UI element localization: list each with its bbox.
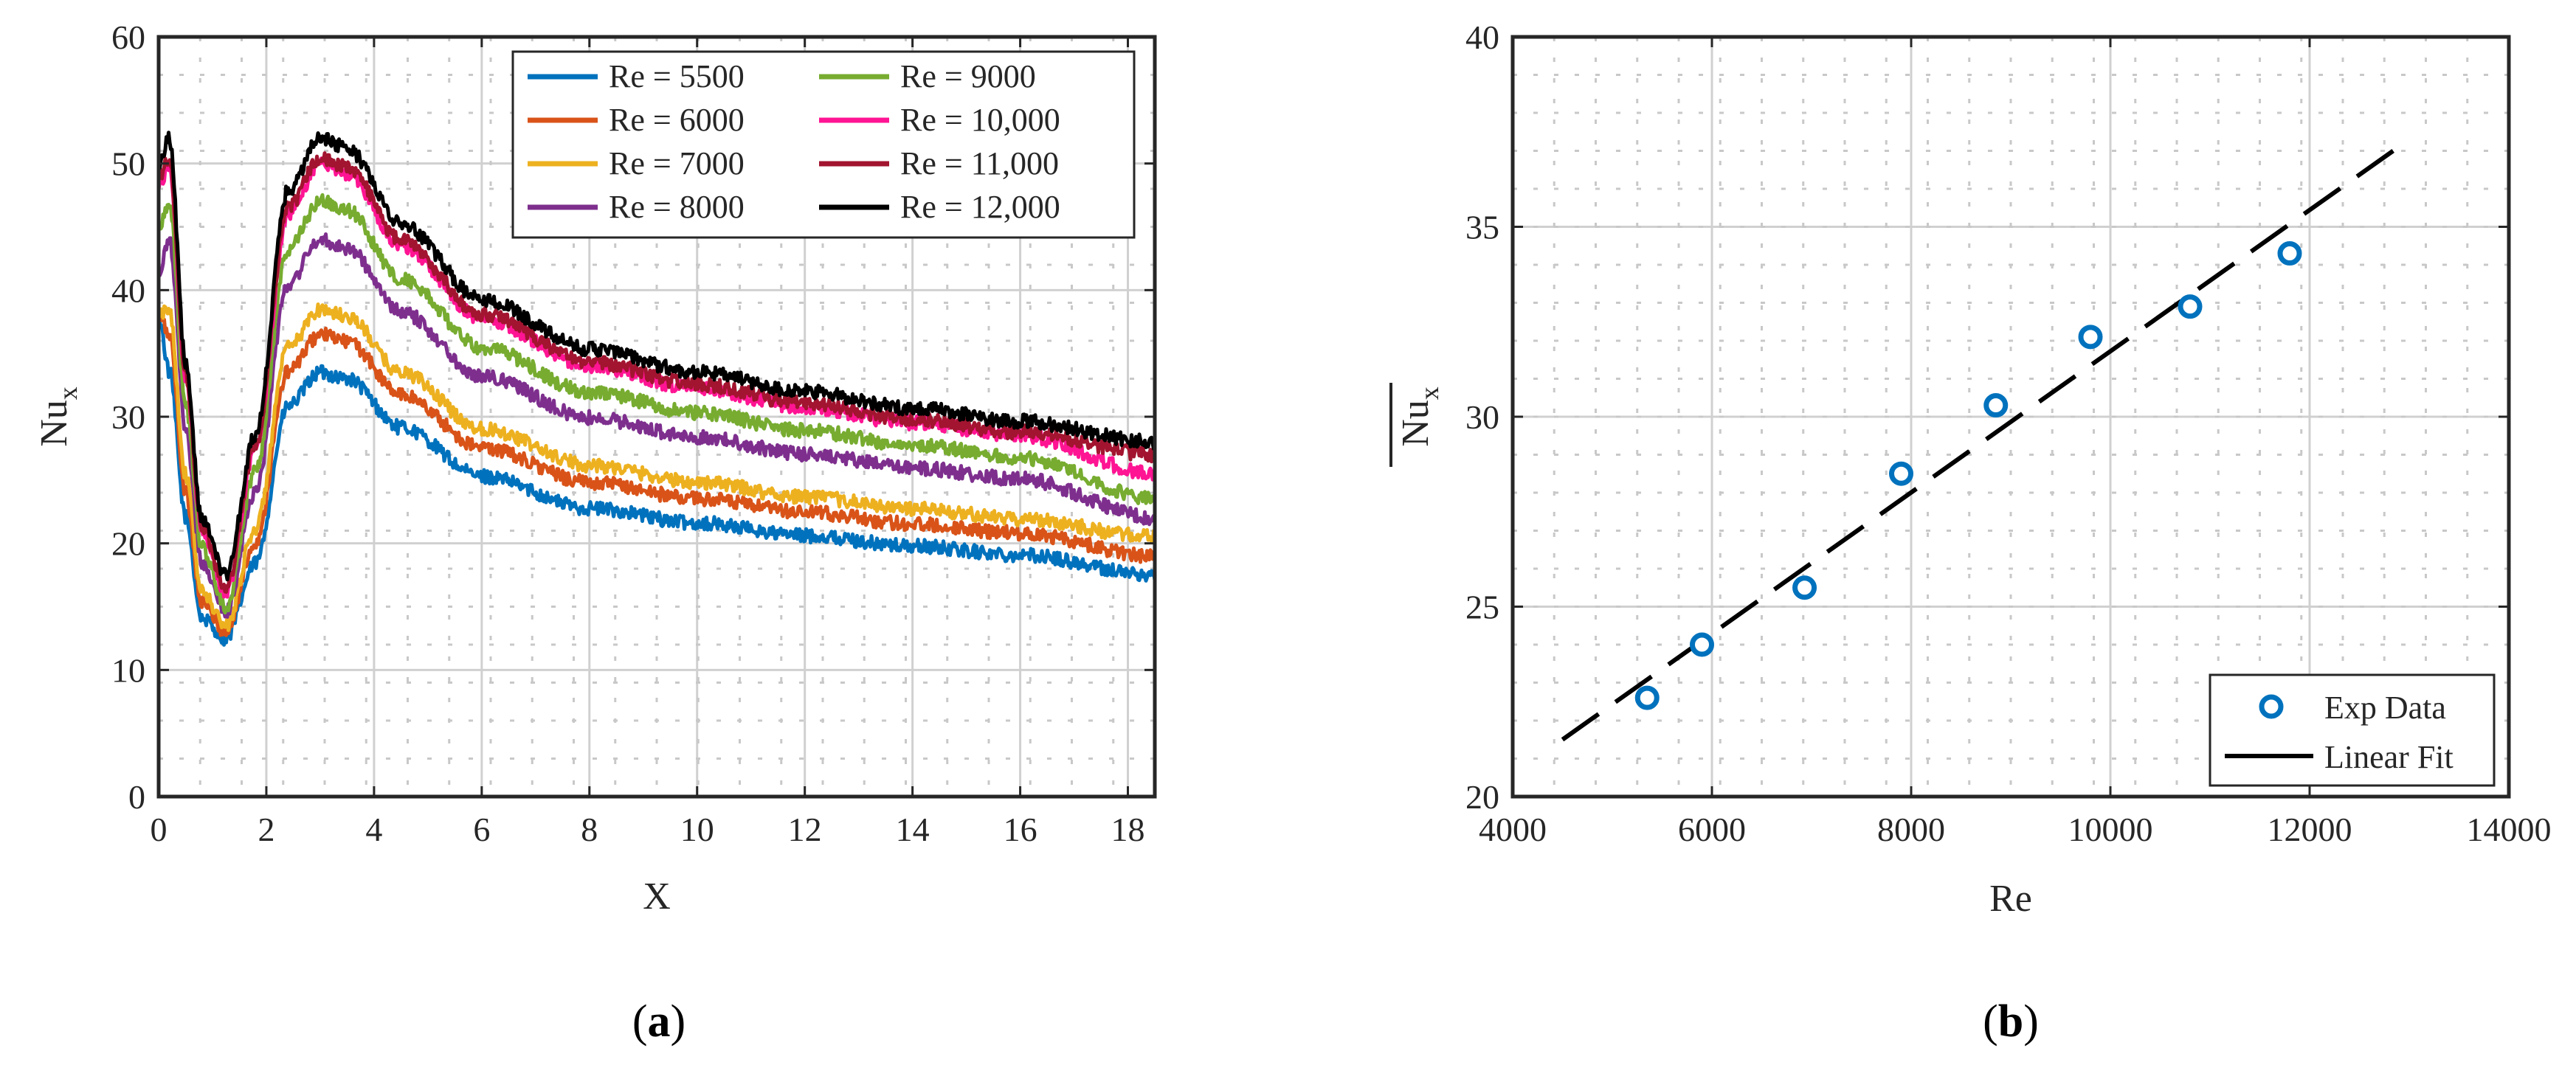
panel-a-legend-label-6: Re = 10,000 xyxy=(900,102,1060,138)
panel-b-ytick-label-2: 30 xyxy=(1465,398,1499,436)
panel-a-xlabel: X xyxy=(643,875,671,918)
panel-a-ylabel-sub: x xyxy=(53,386,83,400)
panel-b-xtick-label-1: 6000 xyxy=(1678,811,1746,848)
svg-text:Nux: Nux xyxy=(1395,386,1444,447)
panel-a-legend-label-2: Re = 6000 xyxy=(609,102,745,138)
panel-b-data-point-1 xyxy=(1634,685,1660,710)
panel-b-ytick-label-0: 20 xyxy=(1465,778,1499,816)
panel-b-ytick-label-1: 25 xyxy=(1465,589,1499,626)
panel-a-legend-label-8: Re = 12,000 xyxy=(900,189,1060,225)
panel-b-xtick-label-0: 4000 xyxy=(1479,811,1547,848)
panel-b-data-point-3 xyxy=(1792,575,1817,600)
panel-b-xlabel: Re xyxy=(1989,878,2032,920)
panel-a-series-line-4 xyxy=(158,232,1157,619)
panel-b-data-point-7 xyxy=(2178,294,2203,319)
panel-a-ytick-label-6: 60 xyxy=(111,18,145,56)
panel-a-xtick-label-0: 0 xyxy=(151,811,168,848)
panel-a-series-line-7 xyxy=(156,151,1156,594)
panel-b-xtick-label-5: 14000 xyxy=(2467,811,2552,848)
panel-a-ytick-label-2: 20 xyxy=(111,525,145,563)
panel-b-xtick-label-2: 8000 xyxy=(1877,811,1945,848)
panel-b-ytick-label-3: 35 xyxy=(1465,209,1499,246)
panel-b-legend-marker xyxy=(2259,694,2284,719)
panel-b-chart: 4000 6000 8000 10000 12000 14000 20 25 30 35 40 Ex… xyxy=(1389,18,2552,1047)
panel-a-series-line-3 xyxy=(156,302,1157,632)
panel-a-xtick-label-4: 8 xyxy=(581,811,598,848)
panel-a-legend-label-7: Re = 11,000 xyxy=(900,145,1059,181)
panel-b-ylabel-sub: x xyxy=(1415,386,1444,400)
panel-a-ylabel: Nu xyxy=(33,400,75,447)
panel-b-caption: b xyxy=(1998,996,2023,1047)
panel-b-data-point-8 xyxy=(2277,241,2302,266)
panel-b-legend-label-1: Exp Data xyxy=(2324,690,2446,726)
svg-text:(a): (a) xyxy=(632,996,686,1047)
panel-b-ylabel: Nu xyxy=(1395,400,1437,447)
panel-a-ticks: 0 2 4 6 8 10 12 14 16 18 0 10 20 30 40 50 60 xyxy=(111,18,1155,848)
panel-b-xtick-label-3: 10000 xyxy=(2068,811,2153,848)
panel-b-data-point-2 xyxy=(1690,632,1714,657)
panel-a-legend: Re = 5500 Re = 6000 Re = 7000 Re = 8000 Re =… xyxy=(511,50,1136,239)
panel-a-series-lines xyxy=(156,131,1157,647)
panel-a-xtick-label-8: 16 xyxy=(1004,811,1037,848)
panel-a-series-line-8 xyxy=(156,131,1157,582)
panel-a-series-line-6 xyxy=(156,156,1157,599)
panel-a-ytick-label-4: 40 xyxy=(111,271,145,309)
panel-a-xtick-label-7: 14 xyxy=(896,811,930,848)
panel-a-ytick-label-3: 30 xyxy=(111,398,145,436)
panel-a-ytick-label-5: 50 xyxy=(111,145,145,183)
panel-a-xtick-label-5: 10 xyxy=(680,811,714,848)
panel-a-legend-label-4: Re = 8000 xyxy=(609,189,745,225)
panel-a-caption: a xyxy=(648,996,671,1047)
panel-a-xtick-label-1: 2 xyxy=(258,811,274,848)
panel-b-xtick-label-4: 12000 xyxy=(2268,811,2352,848)
svg-text:Nux: Nux xyxy=(33,386,83,447)
panel-a-series-line-1 xyxy=(156,310,1157,647)
panel-a-ytick-label-0: 0 xyxy=(128,778,145,816)
panel-a-xtick-label-6: 12 xyxy=(788,811,822,848)
panel-b-legend-box xyxy=(2209,673,2496,787)
panel-b-legend: Exp Data Linear Fit xyxy=(2209,673,2496,787)
panel-b-ticks: 4000 6000 8000 10000 12000 14000 20 25 30 35 40 xyxy=(1465,18,2552,848)
panel-a-legend-label-3: Re = 7000 xyxy=(609,145,745,181)
panel-b-data-point-4 xyxy=(1889,461,1913,486)
panel-a-xtick-label-3: 6 xyxy=(473,811,490,848)
panel-a-legend-label-1: Re = 5500 xyxy=(609,58,745,94)
panel-a-xtick-label-2: 4 xyxy=(365,811,382,848)
svg-text:(b): (b) xyxy=(1983,996,2039,1047)
panel-a-ytick-label-1: 10 xyxy=(111,651,145,689)
panel-a-series-line-2 xyxy=(156,311,1157,637)
panel-b-legend-label-2: Linear Fit xyxy=(2324,739,2454,775)
panel-b-ytick-label-4: 40 xyxy=(1465,18,1499,56)
panel-a-xtick-label-9: 18 xyxy=(1111,811,1145,848)
panel-a-legend-label-5: Re = 9000 xyxy=(900,58,1036,94)
panel-a-series-line-5 xyxy=(156,193,1157,615)
panel-b-data-point-5 xyxy=(1983,393,2009,418)
panel-b-data-point-6 xyxy=(2078,325,2103,350)
panel-b-points xyxy=(1634,241,2302,710)
